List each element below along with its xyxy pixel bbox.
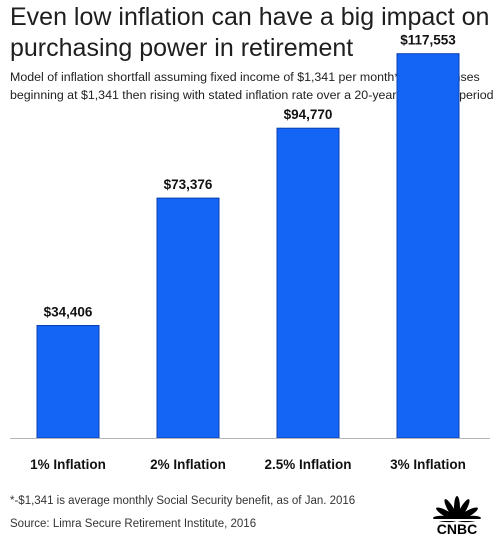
cnbc-logo: CNBC xyxy=(424,496,490,536)
category-label: 1% Inflation xyxy=(30,457,106,472)
bars-layer xyxy=(36,53,460,439)
category-label: 2.5% Inflation xyxy=(264,457,351,472)
bar-value-label: $34,406 xyxy=(44,305,93,320)
category-labels-layer: 1% Inflation 2% Inflation 2.5% Inflation 3%… xyxy=(30,457,466,472)
logo-text: CNBC xyxy=(437,521,477,536)
category-label: 2% Inflation xyxy=(150,457,226,472)
bar-2 xyxy=(156,197,220,439)
bar-value-label: $94,770 xyxy=(284,107,333,122)
category-label: 3% Inflation xyxy=(390,457,466,472)
peacock-icon xyxy=(424,496,490,523)
bar-value-label: $73,376 xyxy=(164,177,213,192)
source-note: Source: Limra Secure Retirement Institut… xyxy=(10,518,257,530)
chart-title: Even low inflation can have a big impact… xyxy=(10,3,490,62)
footnote: *-$1,341 is average monthly Social Secur… xyxy=(10,495,356,507)
bar-4 xyxy=(396,53,460,439)
chart-subtitle: Model of inflation shortfall assuming fi… xyxy=(10,70,494,102)
bar-1 xyxy=(36,325,100,439)
bar-3 xyxy=(276,127,340,439)
value-labels-layer: $34,406 $73,376 $94,770 $117,553 xyxy=(44,33,457,320)
bar-value-label: $117,553 xyxy=(400,33,456,48)
